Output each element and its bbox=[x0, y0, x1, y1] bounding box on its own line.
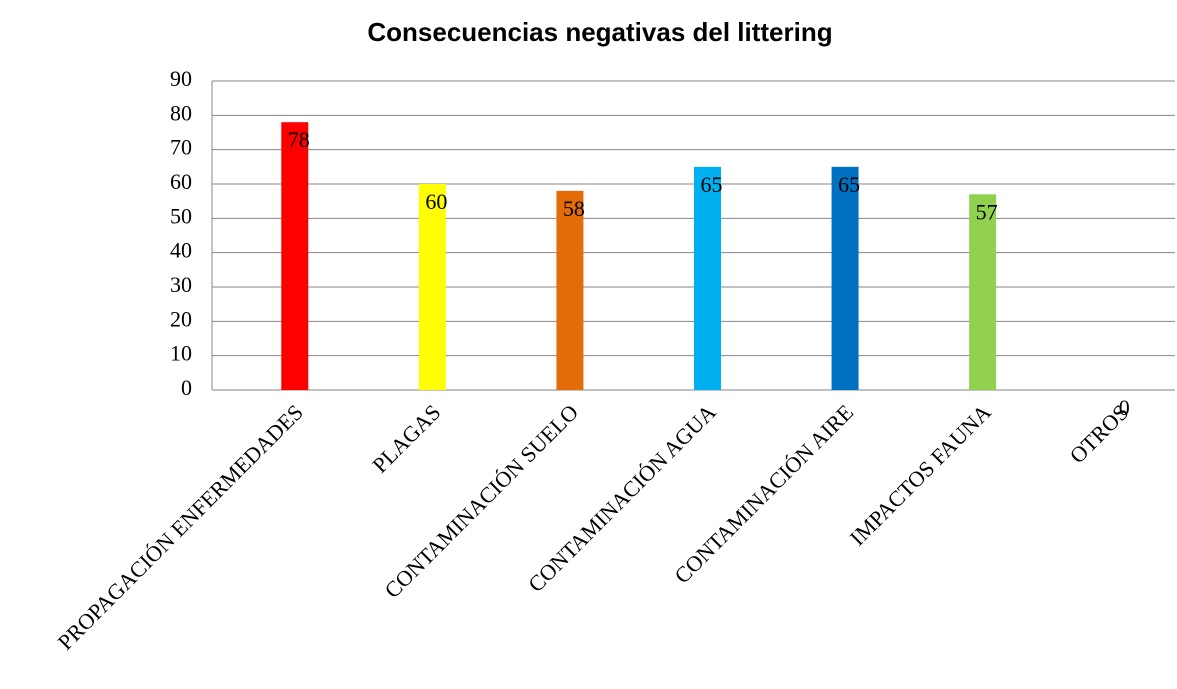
y-tick-label: 50 bbox=[170, 203, 192, 228]
y-tick-label: 70 bbox=[170, 135, 192, 160]
x-tick-label: PROPAGACIÓN ENFERMEDADES bbox=[53, 399, 308, 654]
y-tick-label: 10 bbox=[170, 341, 192, 366]
y-tick-label: 40 bbox=[170, 238, 192, 263]
y-tick-label: 0 bbox=[181, 375, 192, 400]
bar bbox=[969, 194, 997, 390]
bar bbox=[281, 122, 309, 390]
data-label: 0 bbox=[1119, 395, 1130, 420]
x-tick-label: IMPACTOS FAUNA bbox=[845, 399, 996, 550]
bar bbox=[556, 190, 584, 390]
data-label: 58 bbox=[563, 196, 585, 221]
y-tick-label: 60 bbox=[170, 169, 192, 194]
data-label: 57 bbox=[976, 199, 998, 224]
x-tick-label: OTROS bbox=[1065, 399, 1134, 468]
bar bbox=[831, 166, 859, 390]
data-label: 65 bbox=[838, 172, 860, 197]
chart-title: Consecuencias negativas del littering bbox=[367, 17, 832, 47]
y-tick-label: 80 bbox=[170, 100, 192, 125]
y-tick-label: 90 bbox=[170, 66, 192, 91]
x-tick-label: PLAGAS bbox=[367, 399, 445, 477]
data-label: 65 bbox=[701, 172, 723, 197]
y-tick-label: 30 bbox=[170, 272, 192, 297]
bar bbox=[418, 184, 446, 390]
y-tick-label: 20 bbox=[170, 306, 192, 331]
data-label: 78 bbox=[288, 127, 310, 152]
data-label: 60 bbox=[425, 189, 447, 214]
bar bbox=[694, 166, 721, 390]
